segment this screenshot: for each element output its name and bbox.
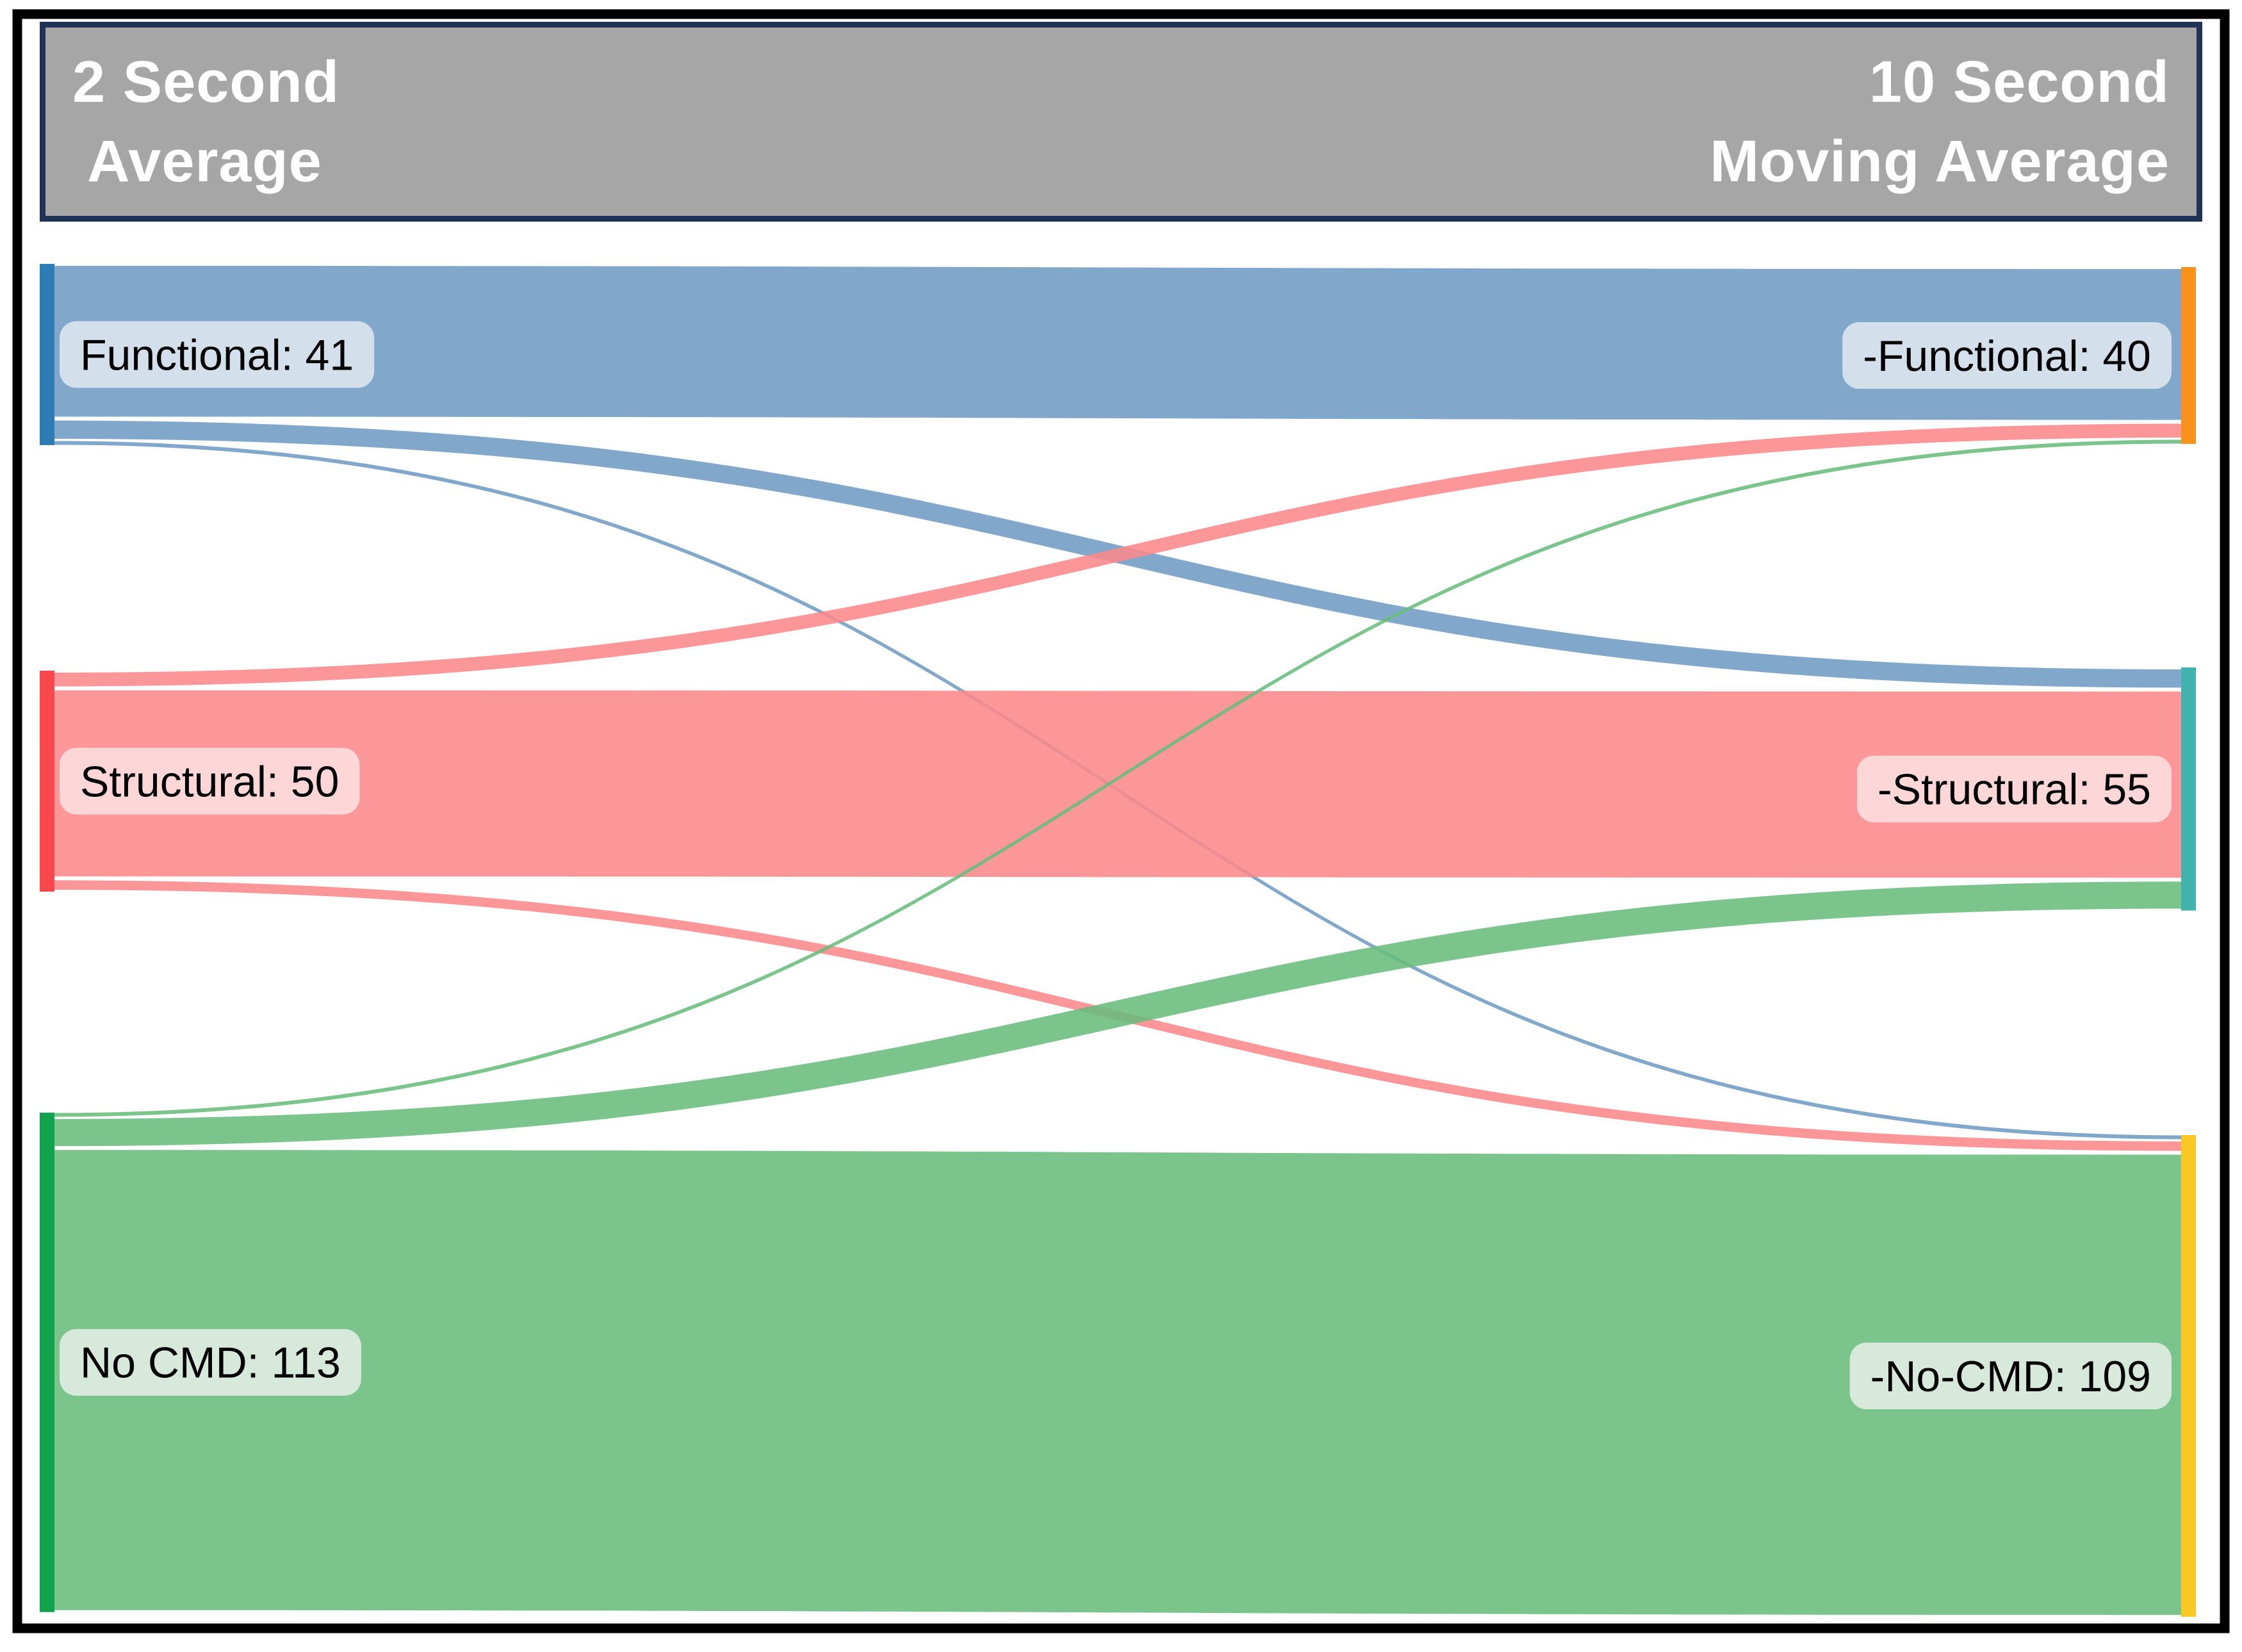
node-bar--structural: [2181, 667, 2196, 911]
node-label-box-no-cmd: [60, 1329, 361, 1396]
flow-functional-to--functional: [54, 266, 2181, 420]
node-label-box--structural: [1856, 755, 2172, 822]
flow-no-cmd-to--functional: [54, 439, 2181, 1117]
outer-border: [12, 9, 2230, 1633]
node-bar--no-cmd: [2181, 1135, 2196, 1617]
right-column-title-line2: Moving Average: [1710, 129, 2170, 194]
node-label-text--no-cmd: -No-CMD: 109: [1870, 1352, 2151, 1401]
right-column-title: 10 Second Moving Average: [1710, 42, 2170, 201]
node-bar-functional: [40, 264, 54, 445]
flow-structural-to--functional: [54, 423, 2181, 687]
column-header-bar: 2 Second Average 10 Second Moving Averag…: [40, 22, 2202, 222]
node-bar-no-cmd: [40, 1113, 54, 1612]
node-label-box--functional: [1842, 322, 2172, 389]
flow-no-cmd-to--structural: [54, 881, 2181, 1147]
flow-no-cmd-to--no-cmd: [54, 1150, 2181, 1615]
left-column-title-line1: 2 Second: [72, 49, 340, 115]
node-label-text--functional: -Functional: 40: [1863, 332, 2151, 380]
node-label-box--no-cmd: [1849, 1343, 2172, 1410]
node-label-box-functional: [60, 321, 375, 388]
flow-structural-to--structural: [54, 690, 2181, 878]
node-label-box-structural: [60, 748, 360, 815]
node-label-text-structural: Structural: 50: [80, 757, 339, 806]
node-label-text-functional: Functional: 41: [80, 331, 354, 379]
left-column-title: 2 Second Average: [72, 42, 340, 201]
node-label-text--structural: -Structural: 55: [1878, 765, 2151, 814]
right-column-title-line1: 10 Second: [1869, 49, 2170, 115]
node-bar-structural: [40, 671, 54, 892]
left-column-title-line2: Average: [72, 129, 322, 194]
node-bar--functional: [2181, 267, 2196, 444]
node-label-text-no-cmd: No CMD: 113: [80, 1339, 341, 1387]
